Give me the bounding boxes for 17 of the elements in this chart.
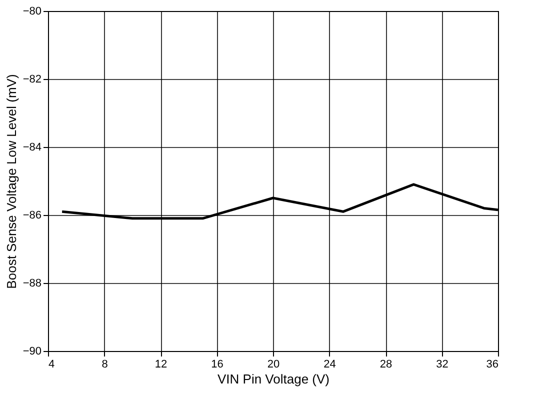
y-tick-label: −88 — [22, 278, 42, 290]
x-axis-title: VIN Pin Voltage (V) — [218, 372, 330, 386]
x-tick-label: 32 — [436, 358, 448, 370]
y-tick-label: −86 — [22, 210, 42, 222]
y-tick-label: −84 — [22, 142, 42, 154]
x-tick-label: 24 — [324, 358, 336, 370]
x-tick-label: 20 — [267, 358, 280, 370]
x-tick-label: 8 — [102, 358, 108, 370]
y-axis-title: Boost Sense Voltage Low Level (mV) — [4, 74, 19, 289]
x-tick-label: 36 — [486, 358, 498, 370]
x-tick-label: 16 — [211, 358, 224, 370]
x-tick-label: 28 — [380, 358, 392, 370]
y-tick-label: −80 — [22, 6, 42, 18]
y-tick-label: −82 — [22, 74, 42, 86]
y-tick-label: −90 — [22, 346, 42, 358]
x-tick-label: 4 — [48, 358, 55, 370]
x-tick-label: 12 — [154, 358, 168, 370]
